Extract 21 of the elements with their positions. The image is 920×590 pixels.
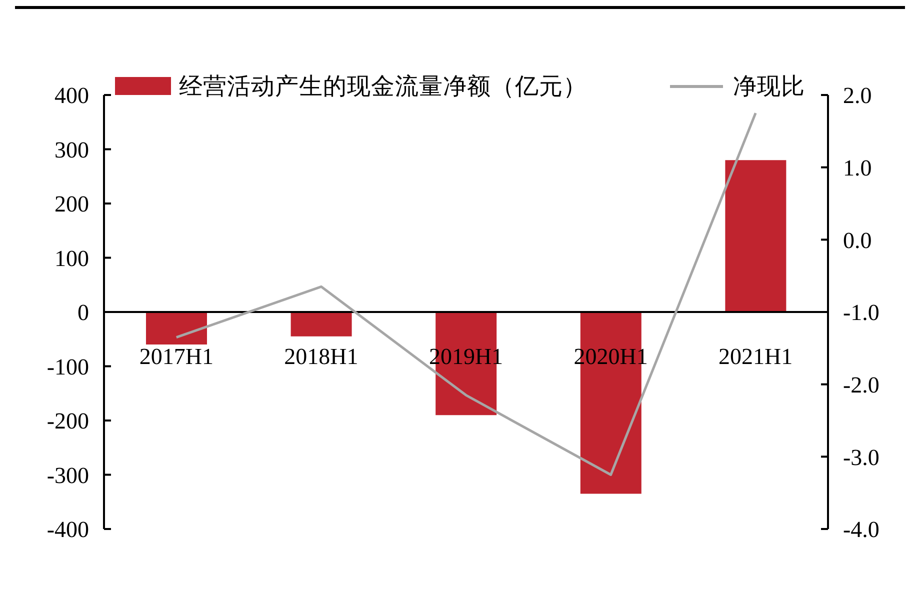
y2-tick-label: -3.0 [843,444,880,470]
y-tick-label: 0 [78,300,89,326]
x-tick-label: 2018H1 [284,344,358,369]
y-tick-label: -100 [46,354,89,380]
y2-tick-label: -4.0 [843,517,880,542]
x-tick-label: 2021H1 [718,344,793,369]
y-tick-label: -300 [46,462,89,488]
legend-label: 净现比 [733,72,805,100]
x-tick-label: 2017H1 [139,344,214,369]
y2-tick-label: 2.0 [843,83,872,108]
y-tick-label: -200 [46,408,89,434]
y-tick-label: 100 [54,246,89,271]
y-tick-label: -400 [46,517,89,542]
y2-tick-label: -1.0 [843,300,880,326]
y2-tick-label: -2.0 [843,372,880,398]
y2-tick-label: 0.0 [843,228,872,253]
y-tick-label: 200 [54,192,89,217]
legend-label: 经营活动产生的现金流量净额（亿元） [179,72,587,100]
y-tick-label: 400 [54,83,89,108]
y-tick-label: 300 [54,137,89,162]
y2-tick-label: 1.0 [843,156,872,180]
